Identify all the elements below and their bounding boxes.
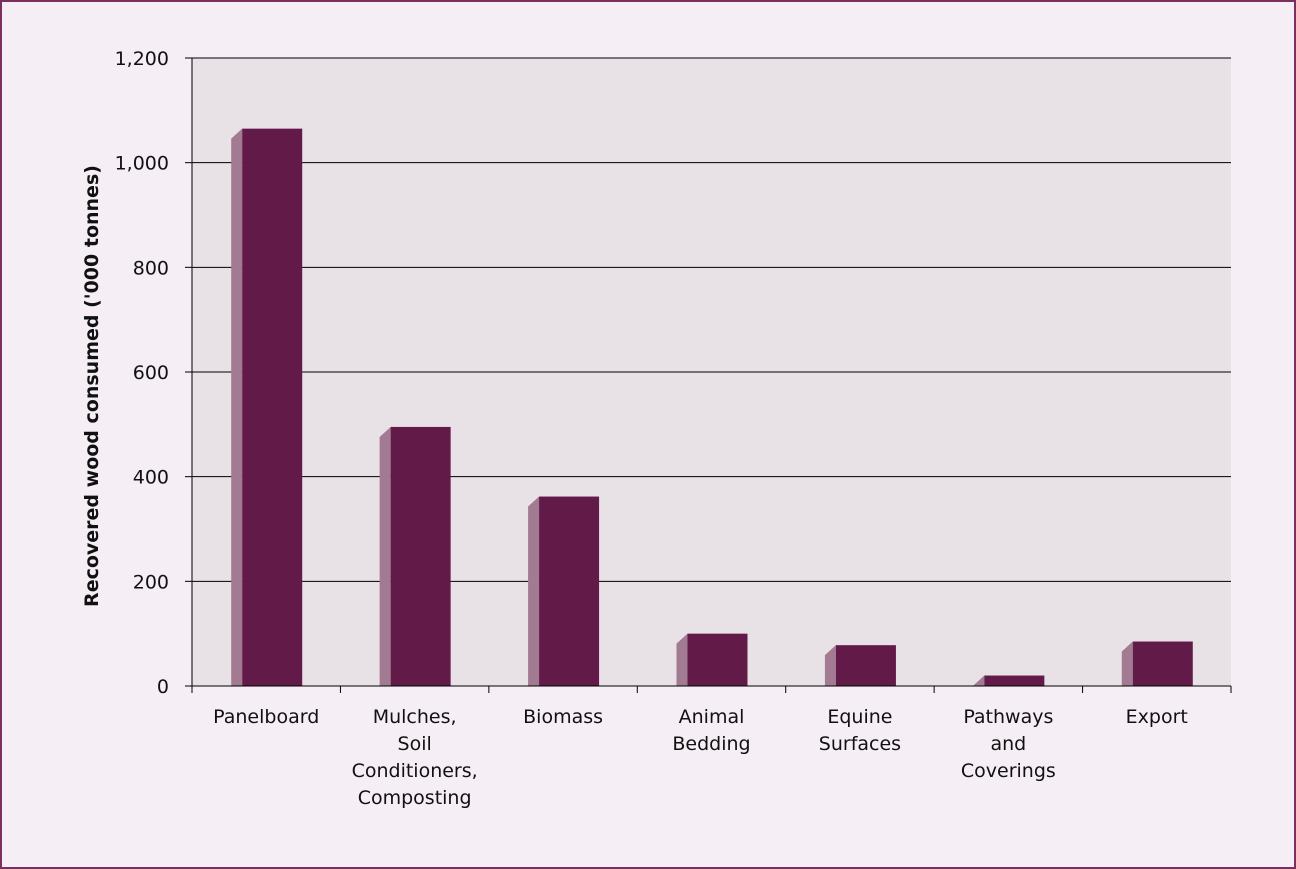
bar-side-face xyxy=(379,426,391,686)
bar-front-face xyxy=(1132,641,1193,686)
bar xyxy=(379,426,451,686)
bars xyxy=(231,128,1193,686)
y-tick-label: 1,200 xyxy=(115,48,169,70)
axes xyxy=(185,57,1232,693)
bar-front-face xyxy=(687,633,748,686)
y-tick-label: 200 xyxy=(133,571,169,593)
bar-front-face xyxy=(539,496,600,686)
y-tick-label: 800 xyxy=(133,257,169,279)
bar xyxy=(973,675,1045,686)
bar xyxy=(1121,641,1193,686)
category-label-line: Coverings xyxy=(961,760,1056,782)
category-label: Panelboard xyxy=(213,706,319,728)
category-label: Pathways and Coverings xyxy=(961,706,1056,782)
category-label: Export xyxy=(1126,706,1188,728)
category-label-line: Export xyxy=(1126,706,1188,728)
bar xyxy=(231,128,303,686)
y-tick-label: 0 xyxy=(157,676,169,698)
bar xyxy=(676,633,748,686)
bar-front-face xyxy=(242,128,303,686)
bar-side-face xyxy=(676,633,688,686)
y-tick-label: 1,000 xyxy=(115,153,169,175)
bar-side-face xyxy=(1121,641,1133,686)
category-label: Biomass xyxy=(523,706,603,728)
category-label-line: Mulches, xyxy=(373,706,457,728)
category-label-line: Composting xyxy=(358,787,472,809)
category-label-line: Soil xyxy=(398,733,432,755)
y-tick-label: 600 xyxy=(133,362,169,384)
y-tick-labels: 0 200 400 600 800 1,000 1,200 xyxy=(115,48,169,698)
bar-front-face xyxy=(835,645,896,686)
category-label: Equine Surfaces xyxy=(819,706,901,755)
gridlines xyxy=(192,57,1231,582)
y-tick-label: 400 xyxy=(133,467,169,489)
x-category-labels: Panelboard Mulches, Soil Conditioners, Compo… xyxy=(213,706,1188,809)
category-label: Animal Bedding xyxy=(672,706,750,755)
category-label-line: Panelboard xyxy=(213,706,319,728)
bar-front-face xyxy=(984,675,1045,686)
bar-side-face xyxy=(528,496,540,686)
bar-side-face xyxy=(973,675,985,686)
y-axis-title: Recovered wood consumed ('000 tonnes) xyxy=(81,165,103,607)
category-label: Mulches, Soil Conditioners, Composting xyxy=(352,706,478,809)
category-label-line: Biomass xyxy=(523,706,603,728)
bar-front-face xyxy=(390,426,451,686)
category-label-line: Conditioners, xyxy=(352,760,478,782)
bar xyxy=(824,645,896,686)
bar-side-face xyxy=(824,645,836,686)
category-label-line: and xyxy=(990,733,1026,755)
category-label-line: Bedding xyxy=(672,733,750,755)
category-label-line: Equine xyxy=(827,706,892,728)
category-label-line: Animal xyxy=(679,706,745,728)
category-label-line: Pathways xyxy=(963,706,1053,728)
bar-side-face xyxy=(231,128,243,686)
category-label-line: Surfaces xyxy=(819,733,901,755)
bar xyxy=(528,496,600,686)
